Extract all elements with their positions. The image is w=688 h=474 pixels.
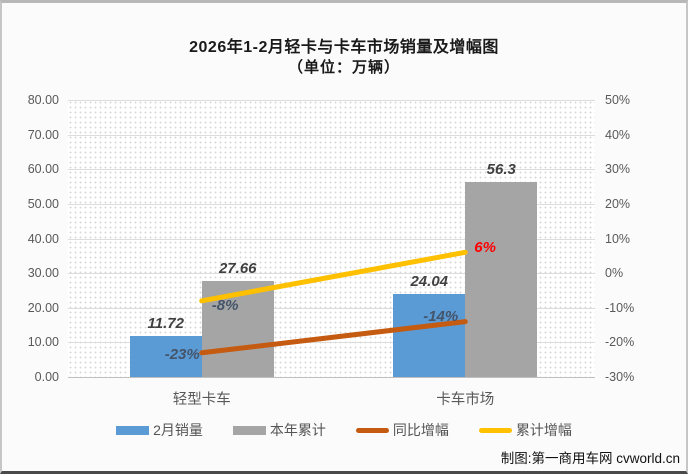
gridline <box>68 273 595 275</box>
right-axis-tick-label: 20% <box>605 196 631 211</box>
gridline <box>68 307 595 309</box>
bar-value-label: 27.66 <box>218 260 257 278</box>
chart-title: 2026年1-2月轻卡与卡车市场销量及增幅图 <box>189 39 499 56</box>
trend-lines-layer <box>199 249 468 356</box>
gridline <box>68 134 595 136</box>
category-label-轻型卡车: 轻型卡车 <box>172 392 231 408</box>
right-axis-tick-label: 50% <box>605 93 631 107</box>
right-axis-tick-label: 10% <box>605 231 631 246</box>
right-axis-tick-label: -20% <box>605 335 635 350</box>
left-axis-tick-label: 10.00 <box>27 335 59 350</box>
legend-item-累计增幅: 累计增幅 <box>478 420 572 440</box>
legend-bar-swatch-icon <box>116 425 150 435</box>
legend-bar-swatch-icon <box>232 425 266 435</box>
legend-label: 同比增幅 <box>392 422 449 438</box>
legend-label: 本年累计 <box>269 422 326 438</box>
left-axis-tick-label: 20.00 <box>27 300 59 315</box>
bar-2月销量-卡车市场 <box>393 293 466 377</box>
left-axis-tick-label: 40.00 <box>27 231 59 246</box>
left-axis-tick-label: 70.00 <box>27 127 59 142</box>
gridline <box>68 342 595 344</box>
left-axis-tick-label: 30.00 <box>27 266 59 281</box>
legend-item-2月销量: 2月销量 <box>116 420 203 440</box>
trend-line-累计增幅 <box>199 249 468 304</box>
bar-本年累计-卡车市场 <box>465 182 538 377</box>
gridline <box>68 100 595 101</box>
right-axis-tick-label: -10% <box>605 300 635 315</box>
category-label-卡车市场: 卡车市场 <box>436 392 495 408</box>
legend-item-同比增幅: 同比增幅 <box>355 420 449 440</box>
legend-line-swatch-icon <box>355 427 389 433</box>
gridline <box>68 169 595 171</box>
bar-value-label: 11.72 <box>147 315 184 333</box>
line-point-label: 6% <box>474 239 496 257</box>
right-axis-tick-label: -30% <box>605 370 635 384</box>
credit-text: 制图:第一商用车网 cvworld.cn <box>500 451 680 466</box>
left-axis-tick-label: 60.00 <box>27 162 59 177</box>
gridline <box>68 238 595 240</box>
bar-2月销量-轻型卡车 <box>129 336 202 377</box>
bar-value-label: 56.3 <box>486 161 516 179</box>
right-axis-tick-label: 30% <box>605 162 631 177</box>
bar-value-label: 24.04 <box>410 272 449 290</box>
gridline <box>68 203 595 205</box>
chart-subtitle: （单位：万辆） <box>287 59 400 76</box>
plot-area <box>68 100 595 378</box>
legend: 2月销量 本年累计 同比增幅 累计增幅 <box>2 420 686 440</box>
line-point-label: -14% <box>423 307 459 325</box>
legend-line-swatch-icon <box>478 427 512 433</box>
x-axis-line <box>68 377 595 378</box>
right-axis-tick-label: 40% <box>605 127 631 142</box>
legend-label: 2月销量 <box>153 422 203 438</box>
left-axis-tick-label: 0.00 <box>34 370 59 384</box>
left-axis-tick-label: 80.00 <box>27 93 59 107</box>
right-axis-tick-label: 0% <box>605 266 624 281</box>
trend-line-同比增幅 <box>199 319 468 356</box>
line-point-label: -8% <box>211 296 239 314</box>
line-point-label: -23% <box>164 345 200 363</box>
left-axis-tick-label: 50.00 <box>27 196 59 211</box>
legend-label: 累计增幅 <box>515 422 572 438</box>
legend-item-本年累计: 本年累计 <box>232 420 326 440</box>
